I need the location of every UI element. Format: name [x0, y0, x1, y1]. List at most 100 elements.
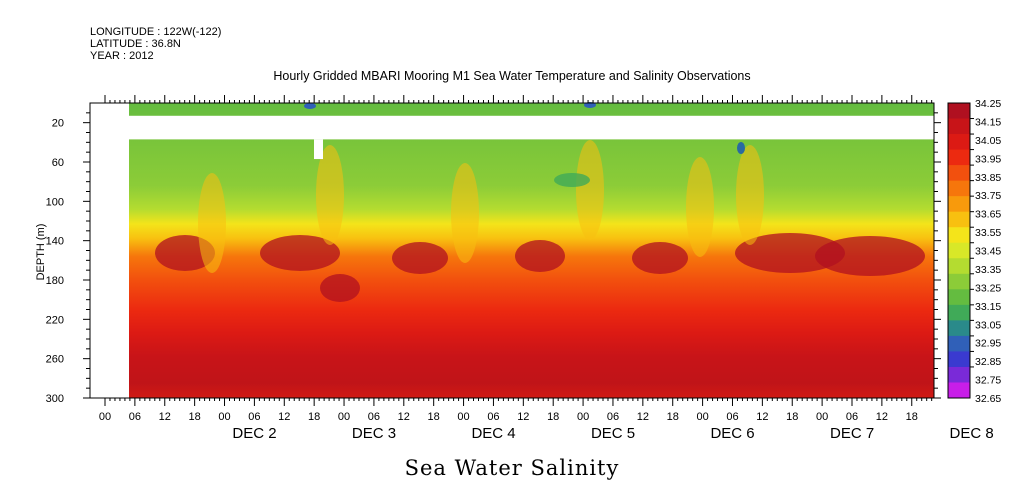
y-axis: 20 60 100 140 180 220 260 300 [46, 112, 90, 405]
missing-data-block [314, 139, 323, 160]
missing-data-regions [90, 103, 934, 398]
x-tick-label: 00 [338, 411, 350, 423]
x-day-label: DEC 7 [830, 425, 874, 442]
colorbar-band [948, 335, 970, 352]
colorbar-label: 33.35 [975, 264, 1001, 276]
x-tick-label: 00 [99, 411, 111, 423]
x-tick-label: 06 [129, 411, 141, 423]
colorbar-band [948, 211, 970, 228]
colorbar-label: 33.65 [975, 209, 1001, 221]
colorbar-band [948, 118, 970, 135]
colorbar-band [948, 165, 970, 182]
colorbar-label: 34.15 [975, 116, 1001, 128]
salinity-features [155, 102, 925, 302]
colorbar-label: 33.95 [975, 153, 1001, 165]
x-tick-label: 18 [786, 411, 798, 423]
x-tick-label: 06 [368, 411, 380, 423]
x-tick-label: 18 [428, 411, 440, 423]
colorbar-band [948, 382, 970, 399]
missing-data-block [90, 103, 129, 398]
x-axis-title: Sea Water Salinity [405, 456, 620, 480]
x-tick-label: 00 [577, 411, 589, 423]
colorbar-label: 32.75 [975, 375, 1001, 387]
x-tick-label: 18 [906, 411, 918, 423]
chart-title: Hourly Gridded MBARI Mooring M1 Sea Wate… [273, 69, 750, 83]
high-salinity-feature [260, 235, 340, 271]
y-tick-label: 300 [46, 393, 64, 405]
y-tick-label: 140 [46, 236, 64, 248]
colorbar-band [948, 196, 970, 213]
high-salinity-feature [632, 242, 688, 274]
high-salinity-feature [735, 233, 845, 273]
y-axis-label: DEPTH (m) [35, 224, 47, 281]
colorbar-label: 33.75 [975, 190, 1001, 202]
x-tick-label: 12 [517, 411, 529, 423]
colorbar-band [948, 103, 970, 120]
x-tick-label: 00 [816, 411, 828, 423]
colorbar-label: 33.05 [975, 319, 1001, 331]
x-day-label: DEC 5 [591, 425, 635, 442]
colorbar-band [948, 258, 970, 275]
isohaline-dip [576, 140, 604, 240]
x-tick-label: 12 [756, 411, 768, 423]
longitude-label: LONGITUDE : 122W(-122) [90, 26, 221, 38]
year-label: YEAR : 2012 [90, 50, 154, 62]
colorbar-label: 33.85 [975, 172, 1001, 184]
colorbar-label: 33.45 [975, 246, 1001, 258]
x-tick-label: 12 [278, 411, 290, 423]
colorbar-band [948, 304, 970, 321]
high-salinity-feature [320, 274, 360, 302]
y-tick-label: 100 [46, 196, 64, 208]
low-salinity-patch [737, 142, 745, 154]
colorbar-band [948, 289, 970, 306]
isohaline-dip [198, 173, 226, 273]
x-tick-label: 00 [696, 411, 708, 423]
colorbar-band [948, 134, 970, 151]
x-tick-label: 12 [876, 411, 888, 423]
colorbar-band [948, 320, 970, 337]
x-tick-label: 06 [846, 411, 858, 423]
x-tick-label: 18 [308, 411, 320, 423]
x-tick-label: 18 [189, 411, 201, 423]
x-axis: 00 06 12 18 00 06 12 18 00 06 12 18 00 06 12 18 00 06 12 18… [99, 95, 933, 423]
colorbar-label: 33.55 [975, 227, 1001, 239]
colorbar-label: 32.95 [975, 338, 1001, 350]
x-tick-label: 18 [667, 411, 679, 423]
latitude-label: LATITUDE : 36.8N [90, 38, 181, 50]
y-tick-label: 20 [52, 118, 64, 130]
x-tick-label: 12 [159, 411, 171, 423]
missing-data-block [129, 115, 934, 140]
x-day-label: DEC 8 [950, 425, 994, 442]
colorbar-band [948, 351, 970, 368]
x-tick-label: 12 [637, 411, 649, 423]
x-day-label: DEC 3 [352, 425, 396, 442]
metadata-block: LONGITUDE : 122W(-122) LATITUDE : 36.8N … [90, 26, 221, 62]
isohaline-dip [686, 157, 714, 257]
x-tick-label: 06 [726, 411, 738, 423]
colorbar-frame [947, 102, 971, 399]
low-salinity-patch [304, 103, 316, 109]
x-tick-label: 00 [457, 411, 469, 423]
colorbar-band [948, 242, 970, 259]
plot-area [89, 102, 935, 399]
isohaline-dip [451, 163, 479, 263]
colorbar-band [948, 180, 970, 197]
colorbar-label: 34.25 [975, 98, 1001, 110]
x-tick-label: 06 [487, 411, 499, 423]
isohaline-dip [316, 145, 344, 245]
x-tick-label: 12 [398, 411, 410, 423]
x-tick-label: 06 [248, 411, 260, 423]
colorbar-label: 32.65 [975, 393, 1001, 405]
y-axis-right-ticks [934, 112, 941, 399]
colorbar: 34.25 34.15 34.05 33.95 33.85 33.75 33.65 33.55… [947, 98, 1001, 405]
colorbar-label: 34.05 [975, 135, 1001, 147]
y-tick-label: 260 [46, 354, 64, 366]
high-salinity-feature [515, 240, 565, 272]
x-axis-day-labels: DEC 2 DEC 3 DEC 4 DEC 5 DEC 6 DEC 7 DEC 8 [232, 425, 993, 442]
colorbar-label: 33.25 [975, 282, 1001, 294]
high-salinity-feature [815, 236, 925, 276]
x-day-label: DEC 6 [710, 425, 754, 442]
colorbar-band [948, 273, 970, 290]
high-salinity-feature [392, 242, 448, 274]
